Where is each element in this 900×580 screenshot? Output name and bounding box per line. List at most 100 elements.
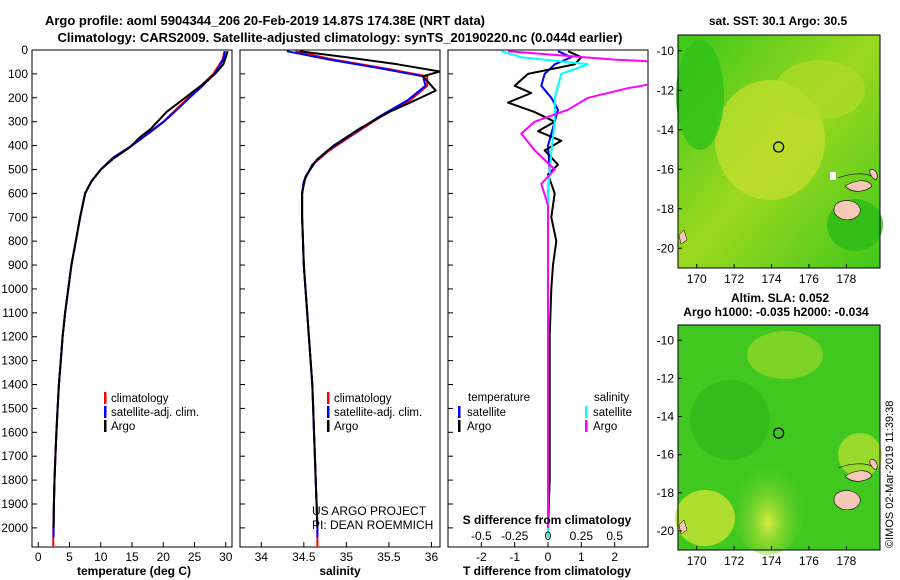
legend-label-s-argo: Argo (593, 421, 617, 433)
x-tick-label: 30 (219, 550, 233, 564)
y-tick-label: 1200 (1, 330, 28, 344)
map-y-tick-label: -20 (657, 524, 675, 538)
plot-area (501, 50, 648, 538)
map-x-tick-label: 176 (799, 554, 819, 568)
legend-label-satellite: satellite-adj. clim. (111, 407, 199, 419)
map-y-tick-label: -20 (657, 241, 675, 255)
legend-swatch-climatology (104, 392, 107, 404)
x-tick-label: 25 (188, 550, 202, 564)
sla-high-patch (726, 425, 810, 555)
y-tick-label: 1300 (1, 354, 28, 368)
map-x-tick-label: 178 (836, 554, 856, 568)
map-x-tick-label: 178 (836, 272, 856, 286)
plot-area (52, 50, 229, 547)
x-tick-label: 20 (157, 550, 171, 564)
missing-data-patch (830, 172, 836, 180)
x-tick-label: 35 (340, 550, 354, 564)
x-tick-label: 36 (425, 550, 439, 564)
difference-plot: -2 -1 0 1 2 -0.5 -0.25 0 0.25 0.5 (471, 50, 648, 564)
legend-swatch-argo (104, 420, 107, 432)
island-viti-levu (833, 490, 861, 511)
island-vanuatu (678, 229, 688, 245)
header-line-2: Climatology: CARS2009. Satellite-adjuste… (58, 30, 623, 45)
map-y-tick-label: -18 (657, 202, 675, 216)
map-y-tick-label: -14 (657, 123, 675, 137)
x-tick-label: -1 (509, 550, 520, 564)
x-tick-label: 5 (66, 550, 73, 564)
y-tick-label: 1600 (1, 425, 28, 439)
pi-line-2: PI: DEAN ROEMMICH (312, 518, 433, 532)
map-x-tick-label: 170 (687, 272, 707, 286)
argo-float-marker (772, 427, 785, 439)
y-tick-label: 500 (8, 162, 28, 176)
y-tick-label: 100 (8, 67, 28, 81)
y-tick-label: 1100 (2, 306, 28, 320)
sla-high-patch (838, 433, 882, 477)
x2-tick-label: 0.5 (606, 529, 623, 543)
map-x-tick-label: 176 (799, 272, 819, 286)
series-line-salinity-argo (507, 50, 648, 528)
series-line-temperature-argo (507, 50, 583, 528)
map-y-tick-label: -10 (657, 333, 675, 347)
x-tick-label: 2 (611, 550, 618, 564)
sla-map-title-2: Argo h1000: -0.035 h2000: -0.034 (683, 305, 869, 319)
map-x-tick-label: 172 (724, 554, 744, 568)
y-tick-label: 200 (8, 91, 28, 105)
x-tick-label: 34 (255, 550, 269, 564)
temperature-xlabel: temperature (deg C) (77, 564, 191, 578)
x-tick-label: 15 (125, 550, 139, 564)
header-line-1: Argo profile: aoml 5904344_206 20-Feb-20… (45, 13, 485, 28)
salinity-axes (239, 49, 441, 548)
y-tick-label: 0 (21, 43, 28, 57)
y-tick-label: 900 (8, 258, 28, 272)
legend-swatch-satellite (327, 406, 330, 418)
sla-map-axes: 170 172 174 176 178 -10 -12 -14 -16 -18 -20 (657, 333, 857, 568)
salinity-xlabel: salinity (319, 564, 361, 578)
x-tick-label: 35.5 (377, 550, 401, 564)
y-tick-label: 400 (8, 139, 28, 153)
series-line-argo (52, 50, 229, 528)
x-tick-label: 0 (545, 550, 552, 564)
sla-high-patch (675, 490, 735, 546)
x2-tick-label: 0 (545, 529, 552, 543)
warm-patch (775, 60, 865, 120)
series-line-salinity-satellite (501, 50, 589, 538)
x2-tick-label: -0.5 (471, 529, 492, 543)
sla-high-patch (747, 331, 823, 379)
x-tick-label: 10 (94, 550, 108, 564)
temperature-plot: 0 5 10 15 20 25 30 (35, 50, 233, 564)
map-y-tick-label: -12 (657, 83, 675, 97)
cool-patch (676, 40, 724, 150)
map-y-tick-label: -16 (657, 162, 675, 176)
legend-heading-temperature: temperature (468, 392, 530, 404)
sst-map (676, 34, 883, 269)
legend-swatch-t-argo (458, 420, 461, 432)
island-viti-levu (833, 200, 861, 221)
x2-tick-label: -0.25 (501, 529, 529, 543)
series-line-argo (299, 50, 440, 528)
x-tick-label: -2 (476, 550, 487, 564)
island-taveuni (869, 459, 878, 471)
series-line-climatology (52, 50, 226, 547)
legend-label-t-satellite: satellite (467, 407, 506, 419)
reef-line (837, 173, 873, 179)
y-tick-label: 1500 (1, 401, 28, 415)
sst-map-title: sat. SST: 30.1 Argo: 30.5 (709, 14, 848, 28)
map-y-tick-label: -14 (657, 410, 675, 424)
legend-swatch-s-argo (585, 420, 588, 432)
map-y-tick-label: -16 (657, 448, 675, 462)
island-vanua-levu (844, 470, 873, 482)
map-y-tick-label: -12 (657, 371, 675, 385)
legend-label-climatology: climatology (334, 393, 392, 405)
x2-tick-label: 0.25 (570, 529, 594, 543)
y-tick-label: 1800 (1, 473, 28, 487)
legend-swatch-argo (327, 420, 330, 432)
sla-map (675, 324, 882, 555)
map-x-tick-label: 170 (687, 554, 707, 568)
x-tick-label: 0 (35, 550, 42, 564)
legend-label-climatology: climatology (111, 393, 169, 405)
legend-label-argo: Argo (334, 421, 358, 433)
series-line-satellite-adj-clim- (286, 50, 427, 538)
y-tick-label: 600 (8, 186, 28, 200)
